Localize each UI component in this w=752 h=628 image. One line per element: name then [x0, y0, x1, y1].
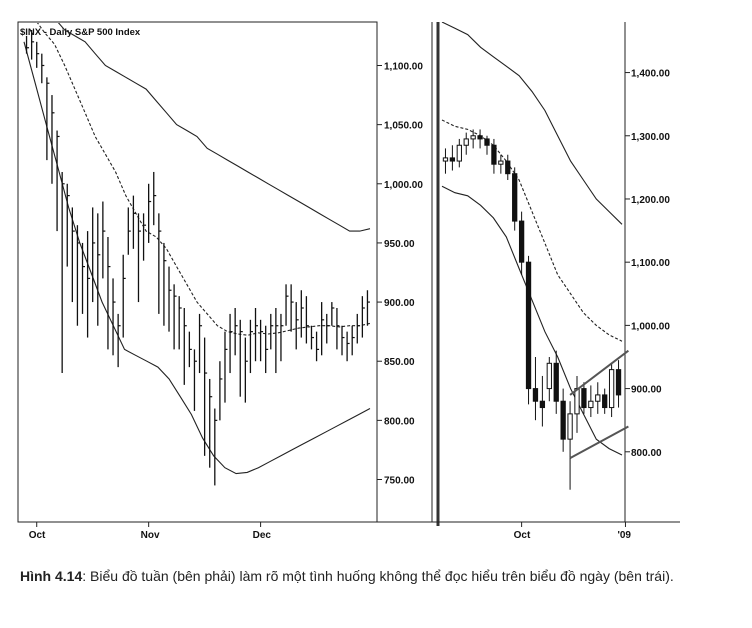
- caption-text: : Biểu đồ tuần (bên phải) làm rõ một tìn…: [82, 568, 674, 584]
- weekly-candle-body: [477, 135, 483, 140]
- weekly-y-tick-label: 1,200.00: [631, 195, 670, 206]
- daily-y-tick-label: 900.00: [384, 298, 415, 309]
- weekly-y-tick-label: 1,400.00: [631, 69, 670, 80]
- weekly-candle-body: [518, 220, 525, 263]
- daily-price-bars: [25, 30, 370, 486]
- daily-upper-band: [57, 23, 371, 232]
- daily-moving-average: [36, 23, 371, 336]
- weekly-candle-body: [574, 388, 580, 415]
- weekly-candle-body: [553, 362, 559, 402]
- weekly-moving-average: [441, 119, 623, 342]
- figure-caption: Hình 4.14: Biểu đồ tuần (bên phải) làm r…: [20, 566, 720, 586]
- weekly-y-ticks: 1,400.00 1,300.00 1,200.00 1,100.00 1,000.00…: [625, 69, 670, 459]
- daily-y-tick-label: 1,100.00: [384, 61, 423, 72]
- weekly-candle-body: [567, 413, 573, 440]
- weekly-candles: [442, 129, 622, 490]
- daily-y-tick-label: 1,050.00: [384, 121, 423, 132]
- weekly-y-tick-label: 1,000.00: [631, 321, 670, 332]
- weekly-candle-body: [463, 138, 469, 146]
- weekly-candle-body: [560, 400, 566, 440]
- weekly-trendline: [569, 425, 629, 459]
- weekly-lower-band: [441, 185, 623, 456]
- weekly-candle-body: [532, 388, 539, 402]
- caption-label: Hình 4.14: [20, 568, 83, 584]
- weekly-candle-body: [608, 369, 615, 409]
- weekly-x-ticks: Oct '09: [514, 522, 631, 541]
- daily-x-tick-label: Oct: [29, 530, 46, 541]
- weekly-chart: 1,400.00 1,300.00 1,200.00 1,100.00 1,000.00…: [18, 22, 680, 541]
- daily-x-tick-label: Dec: [253, 530, 272, 541]
- daily-y-tick-label: 750.00: [384, 476, 415, 487]
- weekly-y-tick-label: 800.00: [631, 448, 662, 459]
- weekly-x-tick-label: '09: [617, 530, 631, 541]
- daily-x-ticks: Oct Nov Dec: [29, 522, 272, 541]
- daily-x-tick-label: Nov: [141, 530, 160, 541]
- daily-y-tick-label: 850.00: [384, 357, 415, 368]
- weekly-candle-body: [505, 160, 511, 175]
- daily-bands: [23, 23, 371, 475]
- weekly-x-tick-label: Oct: [514, 530, 531, 541]
- weekly-candle-body: [525, 261, 532, 390]
- weekly-candle-body: [498, 160, 504, 165]
- weekly-y-tick-label: 900.00: [631, 385, 662, 396]
- daily-chart: $INX - Daily S&P 500 Index 1,100.00 1,050…: [17, 21, 433, 541]
- weekly-upper-band: [441, 22, 623, 225]
- weekly-candle-body: [456, 144, 462, 162]
- weekly-candle-body: [512, 173, 518, 222]
- weekly-candle-body: [581, 388, 587, 409]
- daily-y-tick-label: 950.00: [384, 239, 415, 250]
- figure: $INX - Daily S&P 500 Index 1,100.00 1,050…: [17, 21, 680, 541]
- weekly-candle-body: [491, 144, 497, 165]
- daily-chart-title: $INX - Daily S&P 500 Index: [20, 27, 141, 38]
- weekly-y-tick-label: 1,300.00: [631, 132, 670, 143]
- weekly-candle-body: [615, 369, 622, 396]
- weekly-candle-body: [470, 135, 476, 140]
- daily-y-tick-label: 1,000.00: [384, 180, 423, 191]
- weekly-candle-body: [484, 138, 490, 146]
- weekly-trendlines: [569, 349, 629, 459]
- weekly-candle-body: [546, 362, 552, 390]
- weekly-candle-body: [588, 400, 594, 409]
- weekly-y-tick-label: 1,100.00: [631, 258, 670, 269]
- weekly-bands: [441, 22, 623, 456]
- weekly-candle-body: [602, 394, 608, 409]
- weekly-candle-body: [449, 157, 456, 162]
- daily-y-tick-label: 800.00: [384, 416, 415, 427]
- daily-lower-band: [23, 41, 371, 475]
- weekly-candle-body: [442, 157, 449, 162]
- weekly-trendline: [569, 349, 629, 396]
- weekly-candle-body: [595, 394, 601, 402]
- weekly-candle-body: [539, 400, 546, 409]
- daily-y-ticks: 1,100.00 1,050.00 1,000.00 950.00 900.00 850.…: [377, 61, 423, 487]
